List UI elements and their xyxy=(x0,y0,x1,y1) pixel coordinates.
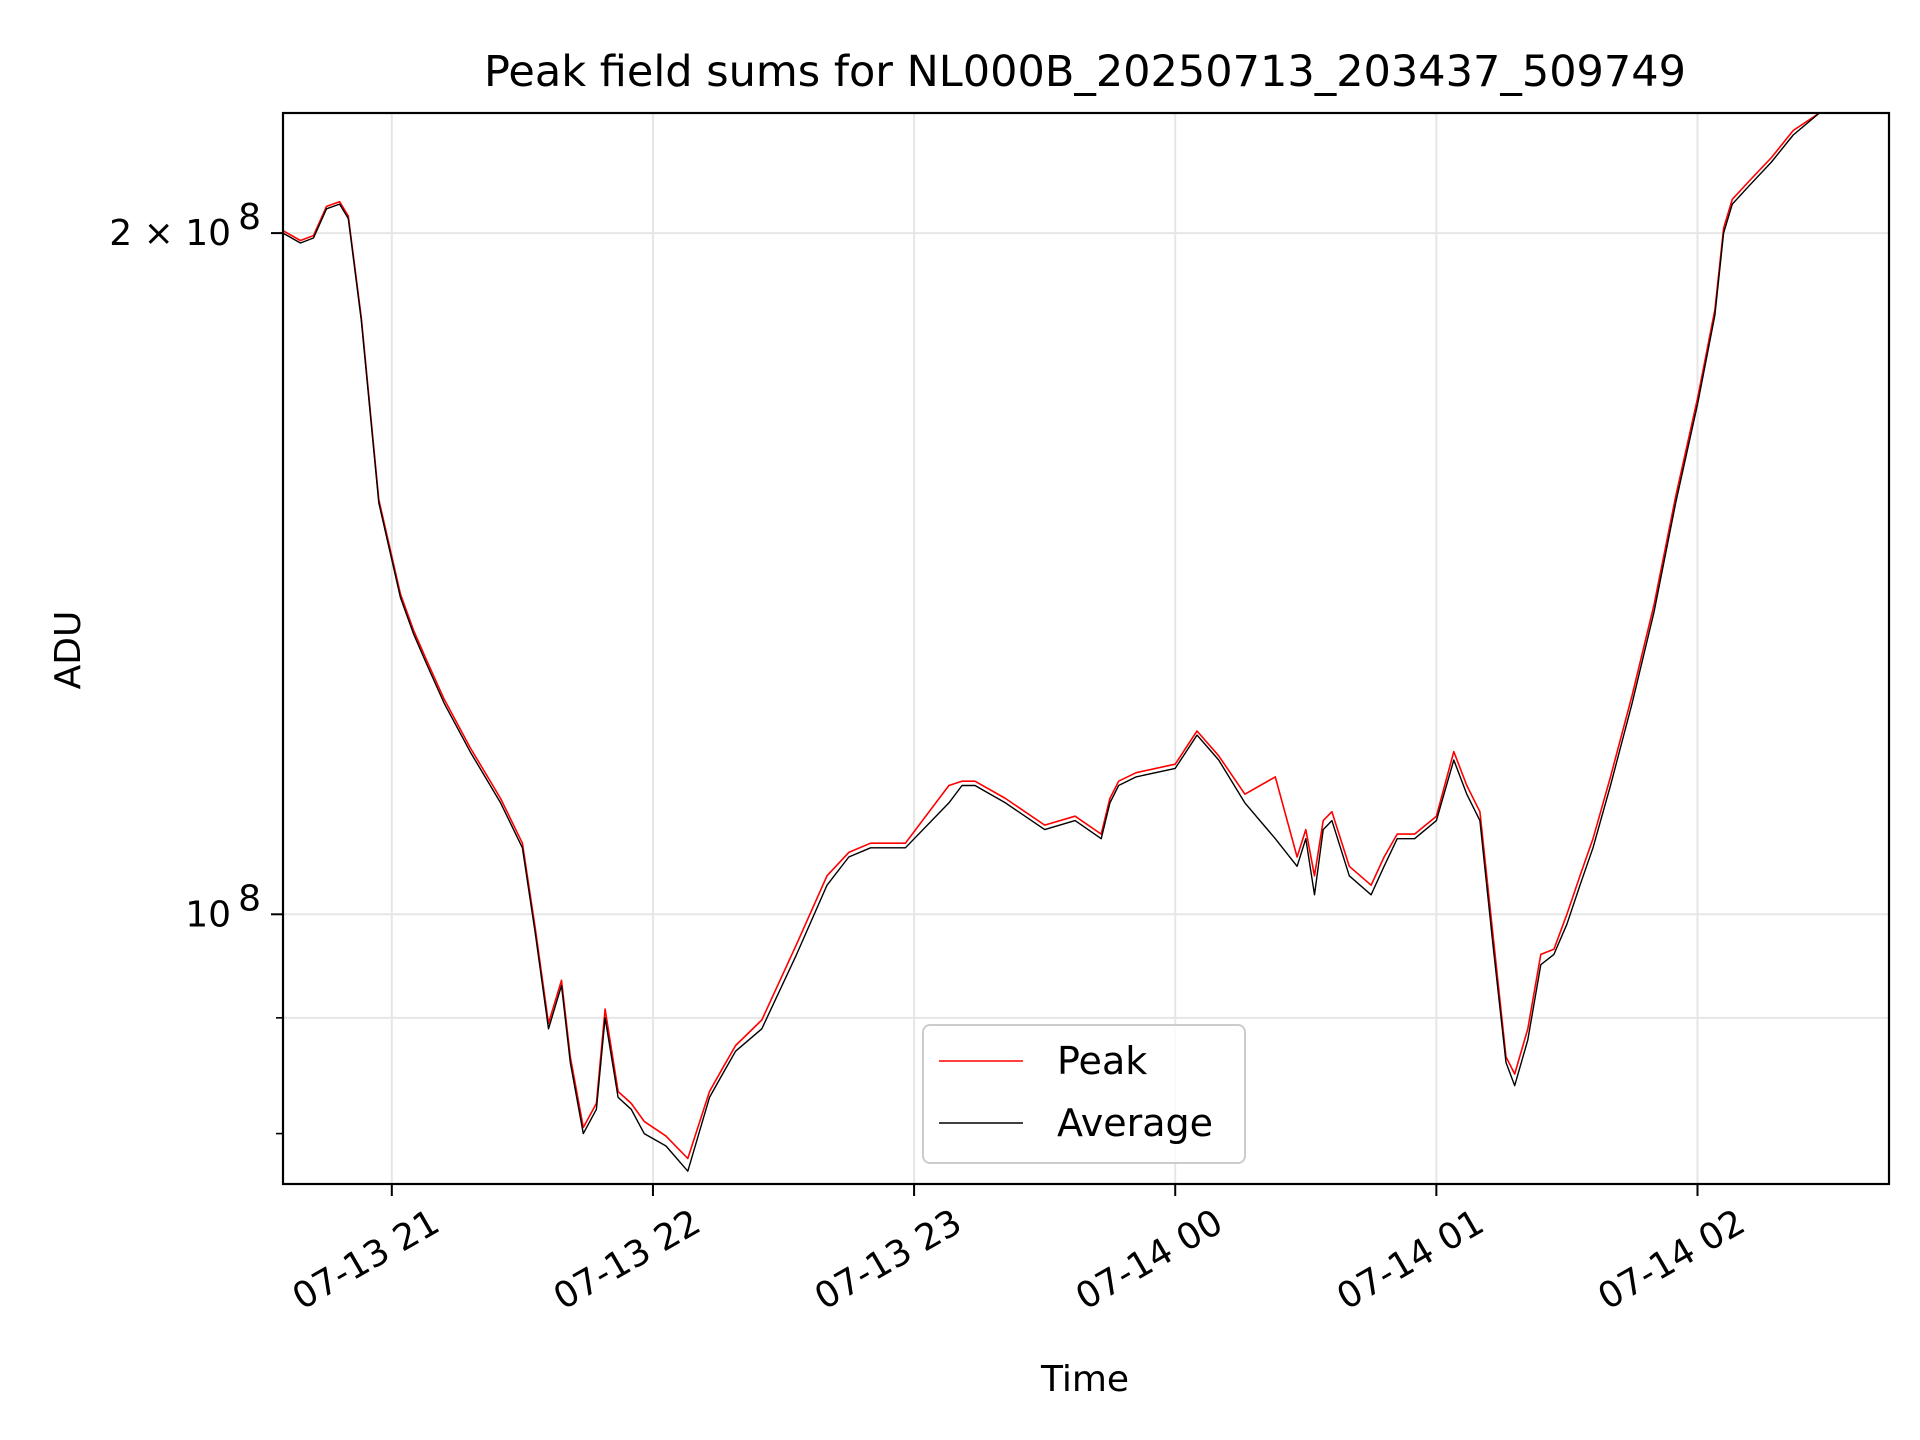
legend-label-average: Average xyxy=(1057,1101,1213,1145)
x-axis-label: Time xyxy=(1040,1359,1129,1400)
y-tick-exponent: 8 xyxy=(238,878,261,919)
y-tick-label: 2 × 10 xyxy=(109,213,231,254)
y-tick-exponent: 8 xyxy=(238,197,261,238)
legend: Peak Average xyxy=(922,1024,1246,1164)
series-line-average xyxy=(282,112,1889,1172)
legend-box xyxy=(922,1024,1246,1164)
plot-frame xyxy=(281,111,1891,1186)
y-axis-label: ADU xyxy=(48,611,89,690)
legend-label-peak: Peak xyxy=(1057,1039,1147,1083)
chart-title: Peak field sums for NL000B_20250713_2034… xyxy=(484,47,1686,97)
series-line-peak xyxy=(282,112,1889,1160)
series-layer xyxy=(282,112,1889,1172)
y-tick-label: 10 xyxy=(185,894,231,935)
